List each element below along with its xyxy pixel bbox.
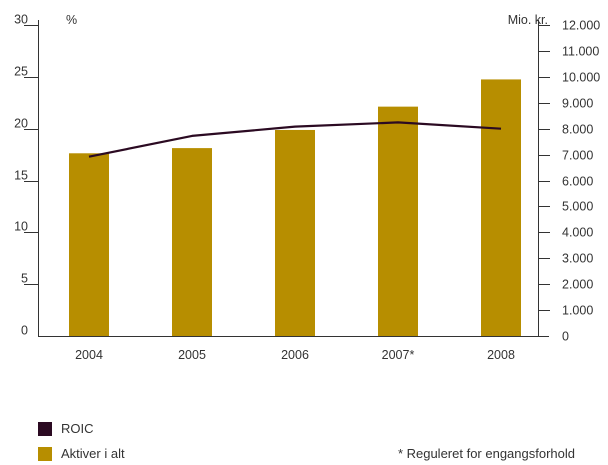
line-group: [88, 121, 502, 158]
left-axis-unit: %: [66, 13, 77, 27]
right-tick-label-1: 1.000: [562, 304, 593, 318]
bar-0: [69, 153, 109, 336]
right-tick-label-7: 7.000: [562, 149, 593, 163]
left-tick-label-4: 20: [14, 117, 28, 131]
right-tick-label-9: 9.000: [562, 97, 593, 111]
left-tick-label-1: 5: [21, 272, 28, 286]
legend-item-roic: ROIC: [38, 421, 94, 436]
right-tick-label-12: 12.000: [562, 19, 600, 33]
bars-group: [69, 79, 521, 337]
x-tick-label-3: 2007*: [382, 348, 415, 362]
legend-swatch-aktiver: [38, 446, 52, 461]
left-tick-label-2: 10: [14, 220, 28, 234]
chart: 0 5 10 15 20 25 30 0 1.000 2.000 3.000 4.000 5.000 6.…: [14, 13, 600, 363]
right-tick-label-8: 8.000: [562, 123, 593, 137]
bar-1: [172, 148, 212, 336]
right-axis-unit: Mio. kr.: [508, 13, 548, 27]
right-tick-label-2: 2.000: [562, 278, 593, 292]
left-tick-label-0: 0: [21, 324, 28, 338]
right-tick-label-6: 6.000: [562, 175, 593, 189]
right-tick-label-11: 11.000: [562, 45, 599, 59]
right-tick-label-10: 10.000: [562, 71, 600, 85]
right-tick-label-0: 0: [562, 330, 569, 344]
bar-3: [378, 106, 418, 336]
left-tick-label-3: 15: [14, 169, 28, 183]
legend-swatch-roic: [38, 421, 52, 436]
bar-2: [275, 129, 315, 336]
right-tick-label-4: 4.000: [562, 226, 593, 240]
x-tick-label-1: 2005: [178, 348, 206, 362]
legend-item-aktiver: Aktiver i alt: [38, 446, 125, 461]
left-tick-label-6: 30: [14, 13, 28, 27]
legend-label-aktiver: Aktiver i alt: [61, 446, 125, 461]
footnote: * Reguleret for engangsforhold: [397, 446, 575, 461]
axes-group: 0 5 10 15 20 25 30 0 1.000 2.000 3.000 4.000 5.000 6.…: [14, 13, 600, 363]
x-tick-label-0: 2004: [75, 348, 103, 362]
bar-4: [481, 79, 521, 337]
right-tick-label-3: 3.000: [562, 252, 593, 266]
legend-label-roic: ROIC: [61, 421, 94, 436]
x-tick-label-4: 2008: [487, 348, 515, 362]
x-tick-label-2: 2006: [281, 348, 309, 362]
left-tick-label-5: 25: [14, 65, 28, 79]
right-tick-label-5: 5.000: [562, 200, 593, 214]
